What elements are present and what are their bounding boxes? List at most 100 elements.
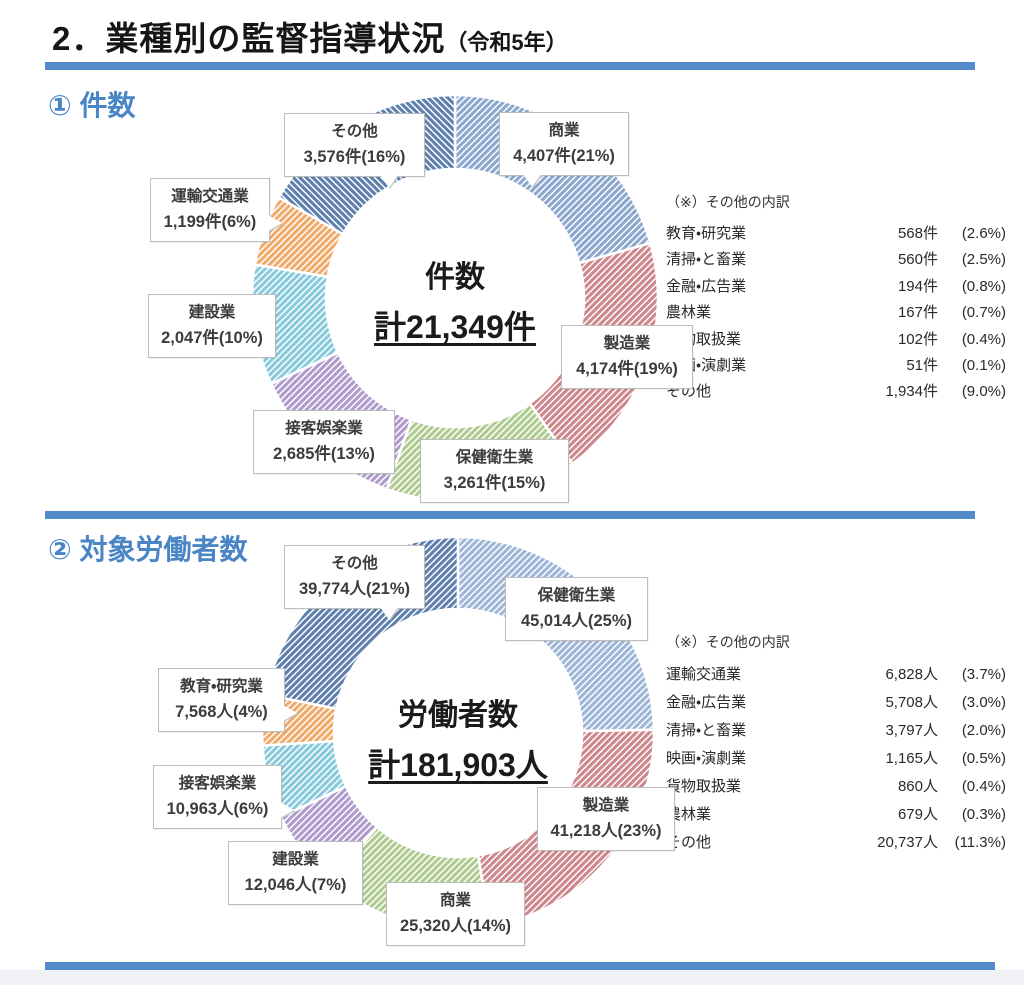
breakdown-value: 560件 (897, 251, 938, 269)
callout-value: 1,199件(6%) (163, 213, 257, 231)
callout-label: 運輸交通業 (171, 188, 249, 205)
breakdown-name: 金融・広告業 (666, 694, 747, 711)
callout-value: 4,174件(19%) (576, 360, 678, 378)
callout-label: 保健衛生業 (537, 587, 616, 604)
callout-label: 教育・研究業 (180, 678, 263, 695)
divider-rule-middle (45, 511, 975, 519)
breakdown-value: 194件 (897, 277, 938, 295)
breakdown-name: 清掃・と畜業 (666, 722, 747, 739)
callout-value: 41,218人(23%) (550, 822, 662, 840)
donut1-center-text: 件数 計21,349件 (310, 252, 600, 348)
breakdown-pct: (9.0%) (961, 383, 1006, 401)
breakdown-name: 農林業 (666, 304, 712, 322)
page-bottom-margin (0, 970, 1024, 985)
callout-value: 7,568人(4%) (175, 703, 268, 721)
breakdown-row: 貨物取扱業 102件 (0.4%) (666, 327, 1006, 353)
callout-cases-sekkyaku: 接客娯楽業 2,685件(13%) (253, 410, 395, 474)
callout-label: 商業 (548, 122, 580, 139)
breakdown-pct: (2.6%) (961, 225, 1006, 242)
callout-label: 製造業 (603, 335, 651, 352)
callout-value: 2,685件(13%) (273, 445, 375, 463)
callout-label: 製造業 (582, 797, 630, 814)
breakdown-pct: (0.1%) (961, 357, 1006, 375)
callout-label: その他 (331, 555, 378, 572)
breakdown-value: 568件 (897, 225, 938, 242)
breakdown-row: 清掃・と畜業 3,797人 (2.0%) (666, 717, 1006, 745)
workers-breakdown-note: （※）その他の内訳 運輸交通業 6,828人 (3.7%) 金融・広告業 5,7… (666, 632, 1006, 857)
breakdown-name: 清掃・と畜業 (666, 251, 747, 269)
callout-workers-hoken: 保健衛生業 45,014人(25%) (505, 577, 648, 641)
callout-label: 建設業 (272, 851, 319, 868)
breakdown-row: 清掃・と畜業 560件 (2.5%) (666, 247, 1006, 273)
breakdown-row: 金融・広告業 194件 (0.8%) (666, 274, 1006, 300)
callout-cases-shogyo: 商業 4,407件(21%) (499, 112, 629, 176)
breakdown-name: 教育・研究業 (666, 225, 747, 242)
callout-value: 10,963人(6%) (166, 800, 269, 818)
breakdown-pct: (2.0%) (961, 722, 1006, 739)
page-title-era: （令和5年） (445, 30, 568, 55)
callout-cases-unyu: 運輸交通業 1,199件(6%) (150, 178, 270, 242)
breakdown-row: 金融・広告業 5,708人 (3.0%) (666, 689, 1006, 717)
callout-value: 3,576件(16%) (303, 148, 406, 166)
breakdown-pct: (3.0%) (961, 694, 1006, 711)
page-title-text: 2．業種別の監督指導状況 (52, 20, 446, 57)
callout-cases-seizo: 製造業 4,174件(19%) (561, 325, 693, 389)
callout-cases-kensetsu: 建設業 2,047件(10%) (148, 294, 276, 358)
callout-workers-shogyo: 商業 25,320人(14%) (386, 882, 525, 946)
divider-rule-top (45, 62, 975, 70)
breakdown-value: 860人 (897, 778, 938, 795)
breakdown-name: 農林業 (666, 806, 712, 823)
breakdown-value: 5,708人 (885, 694, 938, 711)
page-title: 2．業種別の監督指導状況（令和5年） (52, 12, 568, 60)
donut2-center-text: 労働者数 計181,903人 (313, 690, 603, 786)
breakdown-name: 貨物取扱業 (666, 778, 742, 795)
section2-heading: ② 対象労働者数 (48, 534, 248, 565)
donut1-center-total: 計21,349件 (374, 309, 536, 345)
breakdown-pct: (0.8%) (961, 277, 1006, 295)
callout-value: 3,261件(15%) (443, 474, 546, 492)
breakdown-pct: (0.4%) (961, 330, 1006, 348)
breakdown-note-header: （※）その他の内訳 (666, 634, 790, 650)
breakdown-value: 3,797人 (885, 722, 938, 739)
callout-value: 12,046人(7%) (244, 876, 347, 894)
donut2-center-total: 計181,903人 (368, 747, 548, 783)
breakdown-value: 20,737人 (877, 834, 938, 851)
donut2-center-title: 労働者数 (398, 699, 518, 732)
breakdown-value: 6,828人 (885, 666, 938, 683)
breakdown-row: その他 1,934件 (9.0%) (666, 379, 1006, 405)
breakdown-value: 102件 (897, 330, 938, 348)
callout-workers-seizo: 製造業 41,218人(23%) (537, 787, 675, 851)
callout-cases-sonota: その他 3,576件(16%) (284, 113, 425, 177)
breakdown-name: 運輸交通業 (666, 666, 742, 683)
breakdown-value: 679人 (897, 806, 938, 823)
callout-value: 39,774人(21%) (299, 580, 410, 598)
breakdown-pct: (0.5%) (961, 750, 1006, 767)
callout-value: 4,407件(21%) (513, 147, 615, 165)
breakdown-pct: (0.3%) (961, 806, 1006, 823)
divider-rule-bottom (45, 962, 995, 970)
breakdown-row: 貨物取扱業 860人 (0.4%) (666, 773, 1006, 801)
breakdown-pct: (0.4%) (961, 778, 1006, 795)
callout-workers-kyoiku: 教育・研究業 7,568人(4%) (158, 668, 285, 732)
callout-workers-sonota: その他 39,774人(21%) (284, 545, 425, 609)
section1-heading: ① 件数 (48, 90, 136, 121)
callout-label: 商業 (439, 892, 471, 909)
breakdown-row: 運輸交通業 6,828人 (3.7%) (666, 661, 1006, 689)
callout-cases-hoken: 保健衛生業 3,261件(15%) (420, 439, 569, 503)
breakdown-row: 教育・研究業 568件 (2.6%) (666, 221, 1006, 247)
cases-breakdown-note: （※）その他の内訳 教育・研究業 568件 (2.6%) 清掃・と畜業 560件… (666, 192, 1006, 406)
callout-value: 45,014人(25%) (521, 612, 632, 630)
breakdown-value: 1,165人 (885, 750, 938, 767)
breakdown-pct: (11.3%) (954, 834, 1006, 851)
breakdown-name: 金融・広告業 (666, 277, 747, 295)
breakdown-value: 1,934件 (885, 383, 938, 401)
callout-label: 保健衛生業 (455, 449, 534, 466)
breakdown-name: その他 (666, 834, 712, 851)
callout-value: 25,320人(14%) (400, 917, 511, 935)
callout-label: 接客娯楽業 (285, 420, 363, 437)
donut1-center-title: 件数 (425, 261, 485, 294)
callout-value: 2,047件(10%) (161, 329, 263, 347)
breakdown-name: その他 (666, 383, 712, 401)
callout-workers-sekkyaku: 接客娯楽業 10,963人(6%) (153, 765, 282, 829)
